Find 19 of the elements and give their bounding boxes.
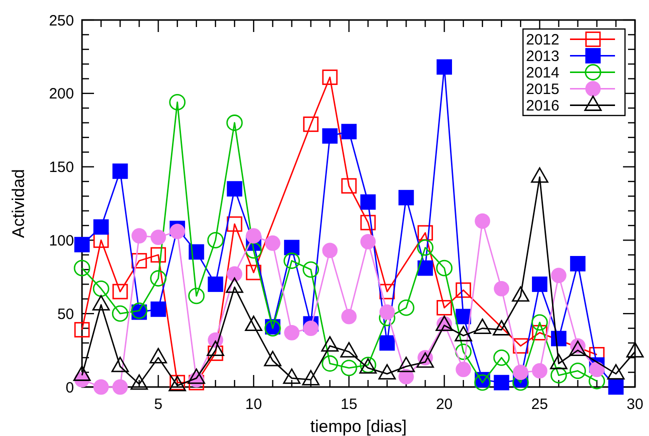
y-tick-label: 0 bbox=[66, 379, 74, 396]
y-tick-label: 150 bbox=[48, 159, 74, 176]
x-axis-title: tiempo [dias] bbox=[310, 417, 407, 436]
x-tick-label: 25 bbox=[531, 396, 548, 413]
y-tick-label: 200 bbox=[48, 86, 74, 103]
legend-label: 2013 bbox=[526, 48, 560, 65]
y-tick-label: 250 bbox=[48, 12, 74, 30]
x-tick-label: 30 bbox=[626, 396, 644, 413]
x-tick-label: 5 bbox=[154, 396, 162, 413]
y-axis-title: Actividad bbox=[9, 169, 28, 238]
legend-label: 2014 bbox=[526, 64, 560, 82]
legend-label: 2016 bbox=[526, 98, 560, 114]
legend-label: 2015 bbox=[526, 81, 560, 98]
x-tick-label: 10 bbox=[245, 396, 262, 413]
y-tick-label: 50 bbox=[57, 306, 74, 323]
x-tick-label: 20 bbox=[436, 396, 453, 413]
x-tick-label: 15 bbox=[340, 396, 358, 413]
y-tick-label: 100 bbox=[48, 232, 74, 250]
legend-label: 2012 bbox=[526, 32, 560, 48]
